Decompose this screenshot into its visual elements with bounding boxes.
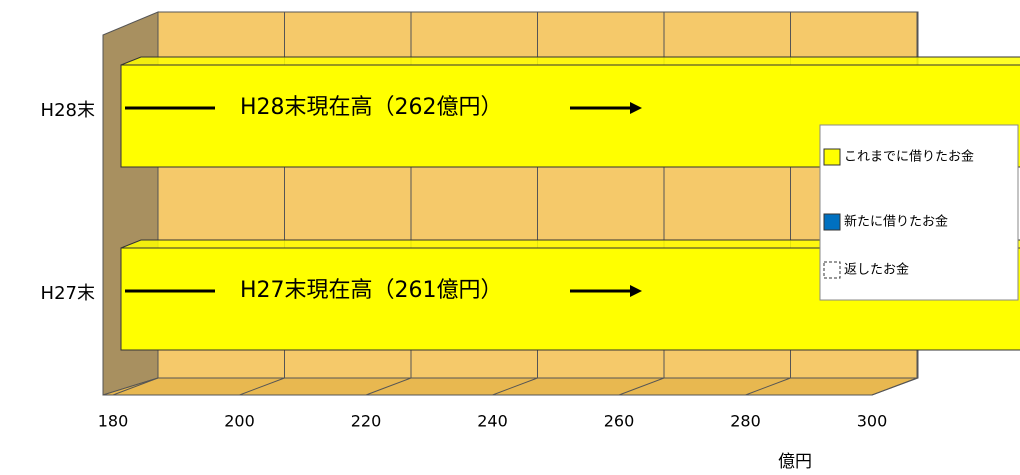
floor-grid-line: [112, 377, 159, 396]
arrow-head: [630, 102, 642, 114]
floor-grid-line: [745, 377, 791, 396]
x-tick-label: 200: [224, 412, 255, 431]
x-tick-label: 260: [604, 412, 635, 431]
floor: [102, 377, 919, 396]
x-tick-label: 280: [730, 412, 761, 431]
x-tick-label: 180: [98, 412, 129, 431]
legend-swatch: [823, 148, 841, 166]
legend-swatch: [823, 213, 841, 231]
floor-grid-line: [618, 377, 665, 396]
legend-label: 新たに借りたお金: [844, 214, 948, 230]
bar-top: [120, 239, 1020, 249]
legend-swatch: [823, 261, 841, 279]
floor-grid-line: [871, 377, 918, 396]
legend-label: これまでに借りたお金: [844, 149, 974, 165]
x-tick-label: 220: [351, 412, 382, 431]
x-tick-label: 240: [477, 412, 508, 431]
floor-grid-line: [365, 377, 412, 396]
legend-box: [819, 124, 1019, 301]
bar-top: [120, 56, 1020, 66]
x-axis-label: 億円: [778, 452, 812, 472]
floor-grid-line: [239, 377, 285, 396]
annotation: H28末現在高（262億円）: [240, 95, 503, 120]
y-tick-label: H27末: [41, 283, 95, 304]
x-tick-label: 300: [857, 412, 888, 431]
y-tick-label: H28末: [41, 100, 95, 121]
legend-label: 返したお金: [844, 262, 909, 278]
floor-grid-line: [492, 377, 538, 396]
annotation: H27末現在高（261億円）: [240, 278, 503, 303]
arrow-head: [630, 285, 642, 297]
